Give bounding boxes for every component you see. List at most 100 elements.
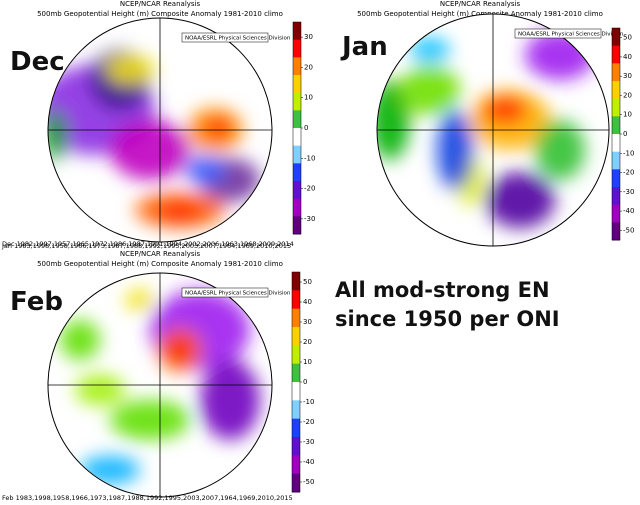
panel-footer: Dec 1982,1997,1957,1965,1972,1986,1987,1…	[2, 240, 294, 248]
anomaly-blob	[483, 96, 527, 124]
map-panel: NCEP/NCAR Reanalysis 500mb Geopotential H…	[1, 0, 634, 250]
credit-box	[514, 28, 602, 39]
anomaly-blob	[200, 360, 260, 440]
anomaly-blob	[437, 110, 473, 190]
caption-line: All mod-strong EN	[335, 278, 550, 302]
anomaly-blob	[400, 65, 460, 115]
colorbar-swatch	[612, 63, 620, 82]
panel-label: Dec	[10, 47, 65, 77]
anomaly-field	[377, 14, 609, 246]
colorbar-tick-label: -50	[623, 226, 634, 234]
panel-label: Feb	[10, 287, 63, 317]
anomaly-blob	[75, 375, 125, 405]
anomaly-blob	[170, 338, 190, 358]
credit: NOAA/ESRL Physical Sciences Division	[185, 36, 291, 42]
colorbar-swatch	[292, 363, 300, 383]
colorbar-swatch	[292, 418, 300, 438]
colorbar-tick-label: 50	[623, 34, 632, 42]
anomaly-blob	[185, 155, 225, 185]
colorbar-swatch	[293, 163, 301, 182]
colorbar-swatch	[612, 134, 620, 153]
panel-header: NCEP/NCAR Reanalysis	[120, 0, 201, 8]
colorbar-tick-label: 30	[623, 72, 632, 80]
anomaly-blobs	[60, 290, 260, 484]
anomaly-blob	[80, 456, 140, 484]
colorbar-swatch	[293, 92, 301, 111]
anomaly-blob	[535, 120, 585, 180]
colorbar-tick-label: 10	[623, 111, 632, 119]
colorbar-swatch	[292, 345, 300, 365]
colorbar-swatch	[292, 400, 300, 420]
colorbar-swatch	[293, 57, 301, 76]
map-panel: NCEP/NCAR Reanalysis 500mb Geopotential H…	[2, 0, 315, 248]
credit-box	[181, 287, 269, 298]
colorbar-swatch	[292, 290, 300, 310]
colorbar-swatch	[293, 110, 301, 129]
anomaly-blob	[410, 38, 450, 62]
colorbar-swatch	[612, 28, 620, 47]
colorbar-swatch	[293, 145, 301, 164]
colorbar-tick-label: 30	[304, 33, 313, 41]
colorbar-swatch	[293, 198, 301, 217]
colorbar-tick-label: 0	[303, 378, 307, 386]
map-outline	[376, 13, 610, 247]
panel-label: Jan	[340, 32, 388, 62]
panel-header: 500mb Geopotential Height (m) Composite …	[37, 260, 283, 268]
colorbar-swatch	[293, 22, 301, 41]
colorbar-swatch	[612, 45, 620, 64]
anomaly-field	[48, 273, 272, 497]
anomaly-blob	[110, 400, 190, 440]
anomaly-blob	[485, 172, 555, 228]
colorbar-swatch	[293, 181, 301, 200]
map-outline	[47, 17, 273, 243]
panel-footer: Jan 1983,1998,1958,1966,1973,1987,1988,1…	[1, 242, 291, 250]
panel-header: 500mb Geopotential Height (m) Composite …	[37, 10, 283, 18]
colorbar-swatch	[293, 128, 301, 147]
panel-footer: Feb 1983,1998,1958,1966,1973,1987,1988,1…	[2, 494, 293, 502]
colorbar-swatch	[612, 204, 620, 223]
colorbar-tick-label: -40	[623, 207, 634, 215]
credit-box	[181, 32, 269, 43]
colorbar-swatch	[612, 169, 620, 188]
colorbar-swatch	[612, 81, 620, 100]
colorbar-tick-label: 30	[303, 318, 312, 326]
colorbar-tick-label: -10	[303, 398, 314, 406]
anomaly-blobs	[48, 50, 260, 228]
anomaly-blob	[204, 118, 232, 138]
colorbar-swatch	[292, 455, 300, 475]
anomaly-blob	[110, 120, 190, 180]
caption-line: since 1950 per ONI	[335, 307, 560, 331]
colorbar-tick-label: 10	[304, 94, 313, 102]
panel-header: NCEP/NCAR Reanalysis	[440, 0, 521, 8]
panel-header: 500mb Geopotential Height (m) Composite …	[357, 10, 603, 18]
colorbar-swatch	[292, 473, 300, 493]
colorbar-swatch	[292, 382, 300, 401]
colorbar-tick-label: -30	[623, 188, 634, 196]
credit: NOAA/ESRL Physical Sciences Division	[518, 32, 624, 38]
colorbar-swatch	[292, 437, 300, 456]
colorbar-swatch	[612, 116, 620, 135]
colorbar-swatch	[292, 308, 300, 328]
map-outline	[47, 272, 273, 498]
anomaly-field	[48, 18, 272, 242]
colorbar-swatch	[292, 272, 300, 291]
colorbar-swatch	[293, 75, 301, 94]
colorbar-tick-label: -20	[303, 418, 314, 426]
colorbar-swatch	[292, 327, 300, 346]
colorbar-swatch	[612, 222, 620, 241]
colorbar-tick-label: 40	[303, 298, 312, 306]
colorbar-swatch	[612, 187, 620, 206]
colorbar-tick-label: 20	[623, 91, 632, 99]
map-panel: NCEP/NCAR Reanalysis 500mb Geopotential H…	[2, 250, 314, 502]
colorbar-tick-label: 20	[303, 338, 312, 346]
anomaly-blob	[125, 290, 155, 310]
colorbar-tick-label: -20	[304, 185, 315, 193]
anomaly-blob	[60, 320, 100, 360]
colorbar-tick-label: -40	[303, 458, 314, 466]
colorbar-swatch	[612, 151, 620, 170]
colorbar-swatch	[293, 216, 301, 235]
colorbar-tick-label: 50	[303, 278, 312, 286]
colorbar-swatch	[293, 39, 301, 58]
